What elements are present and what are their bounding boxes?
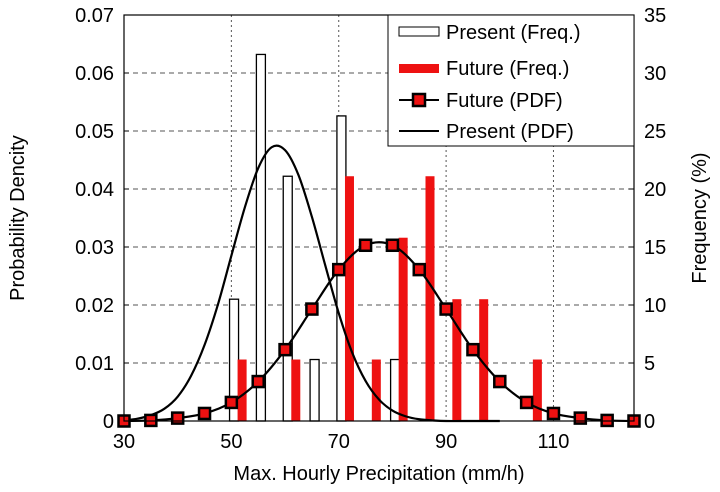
- marker-future-pdf: [385, 238, 400, 253]
- y-tick-left: 0.06: [75, 63, 114, 85]
- marker-future-pdf: [412, 262, 427, 277]
- x-tick: 30: [113, 431, 135, 453]
- legend-marker-future-pdf: [411, 92, 427, 108]
- marker-future-pdf: [170, 411, 185, 425]
- y-tick-left: 0.02: [75, 295, 114, 317]
- marker-future-pdf: [278, 342, 292, 357]
- marker-future-pdf: [466, 342, 480, 357]
- bar-future-freq: [371, 359, 381, 421]
- legend-label-future-freq: Future (Freq.): [446, 58, 569, 80]
- marker-future-pdf: [493, 374, 507, 389]
- x-tick: 90: [435, 431, 457, 453]
- legend-swatch-present-freq: [398, 26, 440, 37]
- y-axis-label-right: Frequency (%): [689, 152, 711, 283]
- y-tick-right: 35: [644, 5, 666, 27]
- bar-future-freq: [237, 359, 247, 421]
- legend-swatch-future-freq: [399, 64, 439, 73]
- y-tick-right: 15: [644, 237, 666, 259]
- y-tick-right: 20: [644, 179, 666, 201]
- marker-future-pdf: [197, 406, 212, 421]
- y-tick-left: 0.01: [75, 353, 114, 375]
- legend-box: [387, 14, 635, 147]
- bar-future-freq: [398, 237, 408, 421]
- y-tick-right: 0: [644, 411, 655, 433]
- y-tick-left: 0.05: [75, 121, 114, 143]
- marker-future-pdf: [546, 406, 561, 421]
- bar-future-freq: [291, 359, 301, 421]
- bar-present-freq: [255, 53, 267, 422]
- bar-future-freq: [452, 299, 462, 421]
- y-tick-left: 0.03: [75, 237, 114, 259]
- marker-future-pdf: [439, 302, 453, 316]
- marker-future-pdf: [519, 395, 534, 410]
- tick-labels: 0 0.01 0.02 0.03 0.04 0.05 0.06 0.07 0 5 10 15 20 25 3…: [75, 5, 666, 453]
- legend-label-future-pdf: Future (PDF): [446, 90, 563, 112]
- marker-future-pdf: [251, 374, 265, 389]
- marker-future-pdf: [305, 302, 319, 316]
- y-tick-left: 0: [103, 411, 114, 433]
- bar-future-freq: [425, 176, 435, 421]
- y-axis-label-left: Probability Dencity: [7, 135, 29, 301]
- y-tick-left: 0.07: [75, 5, 114, 27]
- marker-future-pdf: [331, 262, 346, 277]
- marker-future-pdf: [224, 395, 239, 410]
- legend-label-present-freq: Present (Freq.): [446, 22, 580, 44]
- y-tick-right: 5: [644, 353, 655, 375]
- y-tick-right: 30: [644, 63, 666, 85]
- bar-future-freq: [479, 299, 489, 421]
- legend-label-present-pdf: Present (PDF): [446, 121, 574, 143]
- line-present-pdf: [123, 144, 500, 423]
- x-tick: 50: [220, 431, 242, 453]
- bar-present-freq: [309, 358, 320, 422]
- y-tick-left: 0.04: [75, 179, 114, 201]
- grid: [124, 15, 634, 421]
- bar-future-freq: [532, 359, 542, 421]
- legend: Present (Freq.) Future (Freq.) Future (P…: [387, 14, 635, 147]
- marker-future-pdf: [573, 411, 588, 425]
- y-tick-right: 25: [644, 121, 666, 143]
- x-tick: 70: [328, 431, 350, 453]
- x-axis-label: Max. Hourly Precipitation (mm/h): [233, 463, 524, 485]
- y-tick-right: 10: [644, 295, 666, 317]
- x-tick: 110: [538, 431, 570, 453]
- bar-present-freq: [282, 175, 293, 422]
- bar-future-freq: [344, 176, 354, 421]
- plot-frame: [123, 14, 635, 422]
- marker-future-pdf: [358, 238, 373, 253]
